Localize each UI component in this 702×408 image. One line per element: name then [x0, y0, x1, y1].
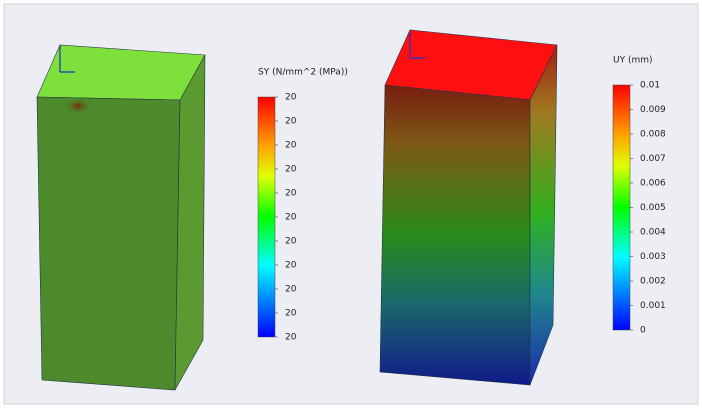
legend-label: 20 [285, 213, 297, 223]
legend-title: UY (mm) [613, 56, 653, 66]
legend-label: 20 [285, 189, 297, 199]
legend-label: 0.009 [640, 105, 666, 115]
legend-label: 0.006 [640, 179, 666, 189]
uy-model [379, 29, 558, 386]
legend-label: 0 [640, 326, 646, 336]
legend-label: 0.001 [640, 301, 666, 311]
color-scale [257, 96, 276, 338]
legend-label: 20 [285, 93, 297, 103]
legend-label: 20 [285, 237, 297, 247]
legend-label: 0.005 [640, 203, 666, 213]
legend-label: 20 [285, 333, 297, 343]
legend-label: 20 [285, 309, 297, 319]
legend-label: 20 [285, 117, 297, 127]
legend-label: 20 [285, 141, 297, 151]
sy-model [36, 44, 206, 391]
legend-title: SY (N/mm^2 (MPa)) [258, 68, 348, 78]
legend-label: 0.003 [640, 252, 666, 262]
legend-label: 0.007 [640, 154, 666, 164]
legend-label: 0.002 [640, 277, 666, 287]
legend-label: 0.01 [640, 81, 660, 91]
legend-label: 20 [285, 261, 297, 271]
legend-label: 0.008 [640, 130, 666, 140]
legend-label: 0.004 [640, 228, 666, 238]
legend-label: 20 [285, 165, 297, 175]
legend-label: 20 [285, 285, 297, 295]
color-scale [612, 84, 631, 331]
